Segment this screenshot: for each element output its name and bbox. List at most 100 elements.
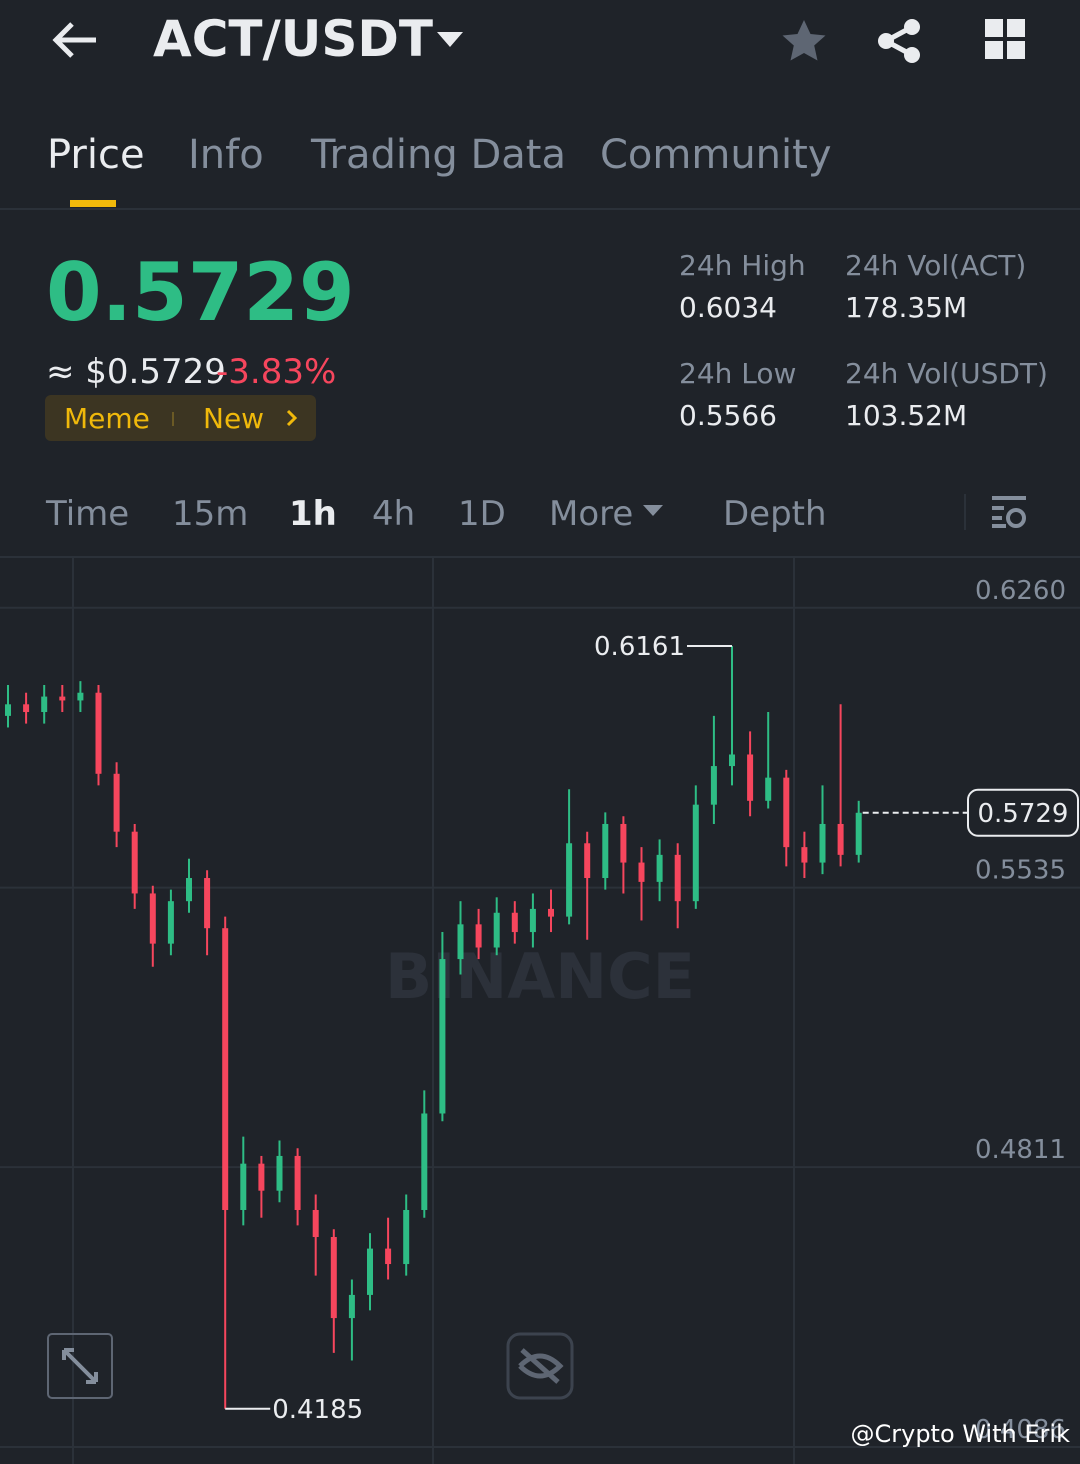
candle-body (258, 1163, 265, 1191)
dropdown-icon[interactable] (435, 30, 465, 50)
candle-body (439, 959, 446, 1114)
interval[interactable]: 15m (172, 494, 249, 534)
candle-body (367, 1248, 373, 1295)
tab[interactable]: Trading Data (311, 132, 566, 178)
candle-body (493, 912, 500, 948)
candle-body (457, 924, 464, 960)
stat-value: 0.5566 (679, 399, 777, 432)
candle-body (692, 804, 699, 902)
stat-label: 24h Vol(ACT) (845, 249, 1027, 282)
stat-value: 103.52M (845, 399, 968, 432)
price-change: -3.83% (216, 352, 337, 392)
divider (0, 556, 1080, 558)
candle-body (801, 847, 808, 863)
stat-value: 178.35M (845, 291, 968, 324)
grid-icon[interactable] (985, 19, 1027, 61)
fiat-price: ≈ $0.5729 (46, 352, 226, 392)
high-label: 0.6161 (594, 632, 685, 662)
candle-body (529, 908, 536, 933)
candle-body (765, 777, 772, 801)
low-label: 0.4185 (272, 1395, 363, 1425)
last-price: 0.5729 (46, 246, 355, 339)
candle-body (421, 1113, 428, 1210)
candle-body (855, 812, 862, 855)
candle-body (566, 843, 573, 917)
candle-body (602, 823, 609, 879)
candle-body (240, 1163, 247, 1210)
candle-body (149, 893, 156, 944)
candle-body (276, 1155, 283, 1191)
candle-body (59, 696, 66, 701)
tab[interactable]: Info (188, 132, 264, 178)
hide-icon (518, 1348, 564, 1384)
interval[interactable]: 1h (289, 494, 337, 534)
share-icon[interactable] (876, 18, 924, 64)
interval[interactable]: 4h (372, 494, 416, 534)
chevron (286, 409, 298, 427)
credit: @Crypto With Erik (850, 1420, 1070, 1448)
candle-body (131, 831, 138, 894)
candle-body (511, 912, 518, 933)
expand-icon (62, 1348, 98, 1384)
expand-button[interactable] (47, 1333, 113, 1399)
candle-body (548, 908, 554, 917)
candle-body (638, 862, 645, 882)
stat-label: 24h Low (679, 357, 797, 390)
candlestick-chart: BINANCE 0.6260 0.5535 0.4811 0.4086 0.6161 0.… (0, 558, 1080, 1464)
y-tick-label: 0.5535 (975, 856, 1066, 886)
candle-body (222, 928, 229, 1210)
candle-body (385, 1248, 392, 1265)
tag[interactable]: New (203, 402, 265, 435)
settings-icon[interactable] (990, 494, 1028, 530)
interval[interactable]: More (549, 494, 634, 534)
y-tick-label: 0.4086 (975, 1415, 1066, 1445)
tag-box[interactable] (45, 395, 316, 441)
hide-button[interactable] (506, 1332, 574, 1400)
candle-body (729, 754, 735, 767)
last-price-box (967, 788, 1079, 837)
tag-separator (172, 412, 174, 426)
back-button[interactable] (50, 20, 100, 60)
candle-body (475, 924, 482, 948)
tag[interactable]: Meme (64, 402, 150, 435)
stat-label: 24h Vol(USDT) (845, 357, 1048, 390)
pair-title[interactable]: ACT/USDT (153, 10, 433, 68)
candle-body (5, 704, 11, 716)
candle-body (819, 823, 826, 863)
last-price-label: 0.5729 (978, 799, 1069, 829)
candle-body (674, 854, 681, 902)
stat-value: 0.6034 (679, 291, 777, 324)
y-tick-label: 0.4811 (975, 1135, 1066, 1165)
candle-body (710, 766, 717, 805)
tab[interactable]: Price (47, 132, 145, 178)
candle-body (837, 823, 844, 855)
y-tick-label: 0.6260 (975, 576, 1066, 606)
candle-body (348, 1294, 355, 1319)
divider (964, 494, 966, 530)
tab[interactable]: Community (600, 132, 832, 178)
divider (0, 208, 1080, 210)
more-arrow (643, 505, 663, 516)
candle-body (77, 692, 84, 701)
candle-body (113, 773, 120, 832)
interval[interactable]: Time (46, 494, 130, 534)
candle-body (403, 1209, 410, 1265)
candle-body (294, 1155, 301, 1210)
candle-body (23, 704, 30, 713)
watermark: BINANCE (385, 940, 695, 1013)
candle-body (584, 843, 591, 879)
interval[interactable]: 1D (458, 494, 506, 534)
candle-body (620, 823, 627, 863)
candle-body (186, 878, 192, 902)
tab-indicator (70, 200, 116, 207)
candle-body (656, 854, 663, 882)
stat-label: 24h High (679, 249, 806, 282)
interval[interactable]: Depth (723, 494, 827, 534)
favorite-icon[interactable] (780, 18, 828, 64)
candle-body (41, 696, 48, 713)
candle-body (783, 777, 790, 848)
candle-body (204, 878, 211, 929)
candle-body (330, 1237, 337, 1319)
